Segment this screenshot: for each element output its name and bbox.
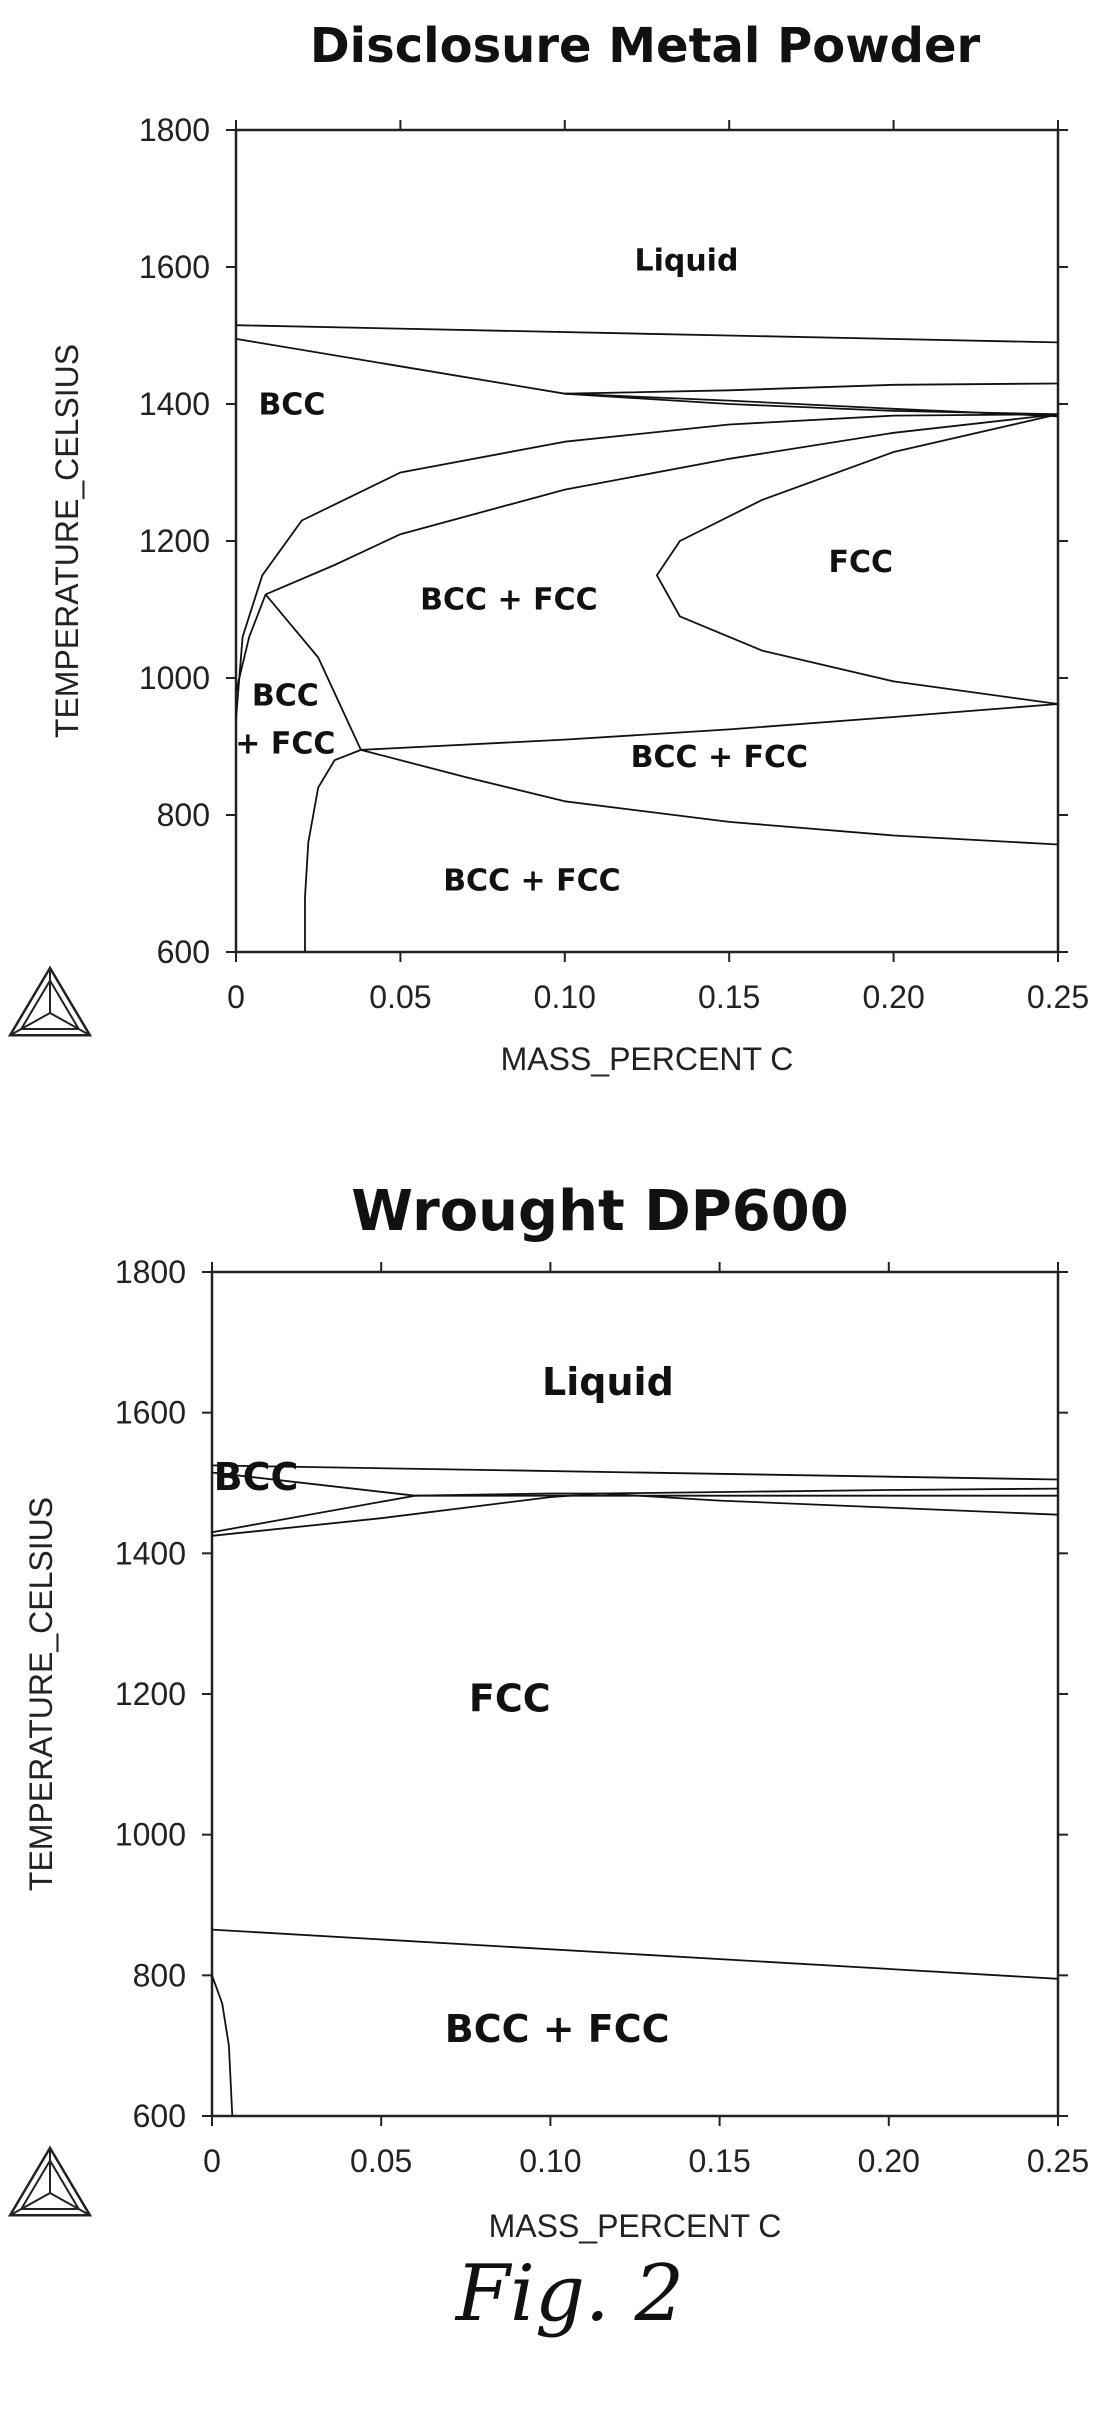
y-tick-label: 800 bbox=[133, 1957, 186, 1993]
phase-region-label: BCC + FCC bbox=[445, 2007, 670, 2051]
phase-boundary-line bbox=[211, 1464, 1059, 1481]
x-tick-label: 0.05 bbox=[369, 979, 431, 1015]
x-axis-label: MASS_PERCENT C bbox=[489, 2208, 782, 2244]
phase-region-label: Liquid bbox=[542, 1360, 674, 1404]
x-axis-label: MASS_PERCENT C bbox=[501, 1041, 794, 1077]
phase-region-label: BCC + FCC bbox=[443, 863, 620, 898]
phase-boundary-line bbox=[304, 749, 362, 952]
triangle-logo-icon bbox=[7, 2145, 93, 2217]
y-tick-label: 1600 bbox=[139, 249, 210, 285]
phase-boundary-line bbox=[360, 749, 1059, 846]
phase-region-label: Liquid bbox=[634, 243, 738, 278]
x-tick-label: 0.25 bbox=[1027, 2143, 1089, 2179]
y-tick-label: 600 bbox=[133, 2098, 186, 2134]
y-tick-label: 1400 bbox=[139, 386, 210, 422]
triangle-logo-icon bbox=[7, 965, 93, 1037]
phase-boundary-line bbox=[235, 338, 1059, 418]
phase-region-label: BCC bbox=[252, 678, 319, 713]
x-tick-label: 0 bbox=[203, 2143, 221, 2179]
y-tick-label: 600 bbox=[157, 934, 210, 970]
phase-boundary-line bbox=[265, 413, 1059, 596]
phase-boundary-line bbox=[211, 1974, 234, 2117]
phase-boundary-line bbox=[235, 594, 267, 692]
phase-boundary-line bbox=[235, 324, 1059, 344]
y-axis-label: TEMPERATURE_CELSIUS bbox=[49, 344, 85, 738]
y-tick-label: 1200 bbox=[139, 523, 210, 559]
phase-boundary-line bbox=[211, 1928, 1059, 1980]
phase-region-label: + FCC bbox=[235, 726, 335, 761]
phase-boundary-line bbox=[264, 593, 362, 751]
phase-boundary-line bbox=[360, 703, 1059, 751]
phase-boundary-line bbox=[564, 382, 1059, 395]
y-tick-label: 800 bbox=[157, 797, 210, 833]
y-axis-label: TEMPERATURE_CELSIUS bbox=[23, 1497, 59, 1891]
phase-boundary-line bbox=[235, 413, 1059, 720]
phase-region-label: FCC bbox=[469, 1677, 551, 1721]
x-tick-label: 0.25 bbox=[1027, 979, 1089, 1015]
x-tick-label: 0.10 bbox=[534, 979, 596, 1015]
chart-title: Wrought DP600 bbox=[351, 1179, 848, 1244]
chart-disclosure-metal-powder: Disclosure Metal Powder 0 0.05 0.10 0.15 0.20… bbox=[7, 18, 1089, 1077]
figure-caption: Fig. 2 bbox=[454, 2249, 684, 2339]
x-tick-label: 0 bbox=[227, 979, 245, 1015]
phase-region-label: BCC bbox=[214, 1455, 299, 1499]
x-tick-label: 0.15 bbox=[698, 979, 760, 1015]
x-tick-label: 0.20 bbox=[858, 2143, 920, 2179]
phase-boundary-line bbox=[414, 1487, 1059, 1497]
x-tick-label: 0.05 bbox=[350, 2143, 412, 2179]
x-tick-label: 0.20 bbox=[862, 979, 924, 1015]
phase-boundary-line bbox=[656, 413, 1059, 705]
chart-wrought-dp600: Wrought DP600 0 0.05 0.10 0.15 0.20 0.25 600 800… bbox=[7, 1179, 1089, 2244]
y-tick-label: 1400 bbox=[115, 1535, 186, 1571]
phase-boundary-line bbox=[564, 392, 1059, 416]
phase-region-label: BCC + FCC bbox=[631, 740, 808, 775]
y-tick-label: 1800 bbox=[115, 1254, 186, 1290]
phase-boundary-line bbox=[211, 1492, 1059, 1537]
x-tick-label: 0.15 bbox=[688, 2143, 750, 2179]
y-tick-label: 1200 bbox=[115, 1676, 186, 1712]
y-tick-label: 1000 bbox=[139, 660, 210, 696]
x-tick-label: 0.10 bbox=[519, 2143, 581, 2179]
phase-boundary-line bbox=[211, 1494, 416, 1534]
y-tick-label: 1800 bbox=[139, 112, 210, 148]
y-tick-label: 1600 bbox=[115, 1395, 186, 1431]
y-tick-label: 1000 bbox=[115, 1817, 186, 1853]
chart-title: Disclosure Metal Powder bbox=[310, 18, 981, 74]
phase-boundary-line bbox=[211, 1471, 416, 1497]
phase-region-label: BCC + FCC bbox=[420, 583, 597, 618]
phase-region-label: FCC bbox=[828, 545, 893, 580]
phase-region-label: BCC bbox=[258, 387, 325, 422]
